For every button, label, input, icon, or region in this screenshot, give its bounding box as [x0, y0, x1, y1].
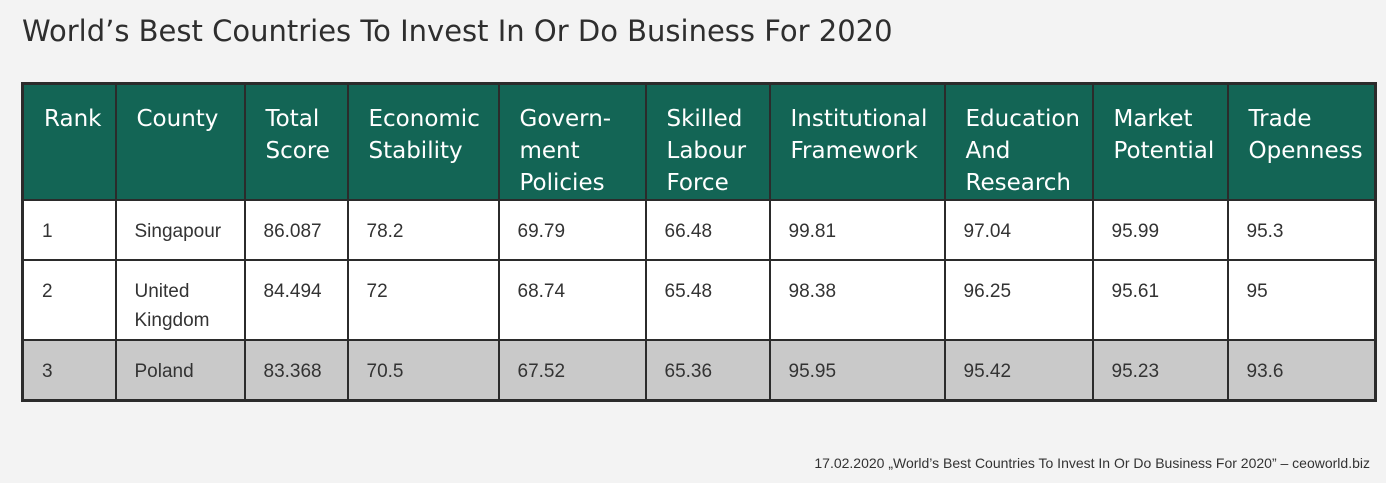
column-header: Education And Research: [943, 82, 1094, 201]
table-cell: 99.81: [768, 199, 946, 261]
table-cell: 78.2: [346, 199, 500, 261]
table-cell: 67.52: [497, 339, 647, 401]
table-cell: 84.494: [243, 259, 349, 341]
table-cell: 95: [1226, 259, 1377, 341]
table-row: 3 Poland 83.368 70.5 67.52 65.36 95.95 95.42 95.…: [21, 339, 1377, 401]
column-header-line: Framework: [790, 138, 918, 164]
table-cell: 95.95: [768, 339, 946, 401]
column-header-line: Skilled: [666, 106, 743, 132]
column-header: Total Score: [243, 82, 349, 201]
table-row: 1 Singapour 86.087 78.2 69.79 66.48 99.81 97.04…: [21, 199, 1377, 261]
column-header-line: Stability: [368, 138, 463, 164]
column-header-line: Research: [965, 170, 1072, 196]
table-cell: 98.38: [768, 259, 946, 341]
column-header-line: Market: [1113, 106, 1193, 132]
table-cell: 2: [21, 259, 117, 341]
table-cell: Poland: [114, 339, 246, 401]
table-header-row: Rank County Total Score Economic Stability Gov…: [21, 82, 1377, 201]
column-header-line: And: [965, 138, 1011, 164]
column-header-line: Trade: [1248, 106, 1312, 132]
table-cell: 1: [21, 199, 117, 261]
page-title: World’s Best Countries To Invest In Or D…: [22, 14, 893, 48]
table-cell: 95.99: [1091, 199, 1229, 261]
table-cell: 93.6: [1226, 339, 1377, 401]
column-header: Skilled Labour Force: [644, 82, 771, 201]
column-header: Rank: [21, 82, 117, 201]
table-cell: 68.74: [497, 259, 647, 341]
column-header: Economic Stability: [346, 82, 500, 201]
table-cell: Singapour: [114, 199, 246, 261]
table-cell-line: Singapour: [134, 221, 222, 242]
table-cell: United Kingdom: [114, 259, 246, 341]
column-header-line: ment: [519, 138, 580, 164]
column-header-line: County: [136, 106, 219, 132]
column-header: Govern-ment Policies: [497, 82, 647, 201]
table-cell: 69.79: [497, 199, 647, 261]
source-note: 17.02.2020 „World’s Best Countries To In…: [814, 455, 1370, 471]
column-header-line: Labour: [666, 138, 747, 164]
column-header: County: [114, 82, 246, 201]
table-cell: 95.23: [1091, 339, 1229, 401]
column-header-line: Rank: [44, 106, 102, 132]
table-cell: 95.61: [1091, 259, 1229, 341]
table-row: 2 United Kingdom 84.494 72 68.74 65.48 98.38 96.…: [21, 259, 1377, 341]
column-header: Market Potential: [1091, 82, 1229, 201]
column-header-line: Institutional: [790, 106, 928, 132]
column-header-line: Potential: [1113, 138, 1215, 164]
table-cell: 70.5: [346, 339, 500, 401]
column-header-line: Total: [265, 106, 320, 132]
ranking-table: Rank County Total Score Economic Stability Gov…: [21, 82, 1377, 402]
column-header-line: Force: [666, 170, 729, 196]
table-cell: 65.48: [644, 259, 771, 341]
table-cell: 72: [346, 259, 500, 341]
table-cell-line: Kingdom: [134, 310, 210, 331]
table-cell: 65.36: [644, 339, 771, 401]
table-cell: 3: [21, 339, 117, 401]
table-cell: 66.48: [644, 199, 771, 261]
column-header-line: Economic: [368, 106, 480, 132]
column-header-line: Govern-: [519, 106, 612, 132]
column-header: Institutional Framework: [768, 82, 946, 201]
column-header: Trade Openness: [1226, 82, 1377, 201]
column-header-line: Score: [265, 138, 330, 164]
table-cell-line: Poland: [134, 361, 194, 382]
table-cell: 95.42: [943, 339, 1094, 401]
table-cell: 95.3: [1226, 199, 1377, 261]
table-cell: 97.04: [943, 199, 1094, 261]
column-header-line: Policies: [519, 170, 605, 196]
table-cell: 83.368: [243, 339, 349, 401]
column-header-line: Openness: [1248, 138, 1363, 164]
table-cell: 86.087: [243, 199, 349, 261]
table-cell-line: United: [134, 281, 190, 302]
table-cell: 96.25: [943, 259, 1094, 341]
column-header-line: Education: [965, 106, 1081, 132]
